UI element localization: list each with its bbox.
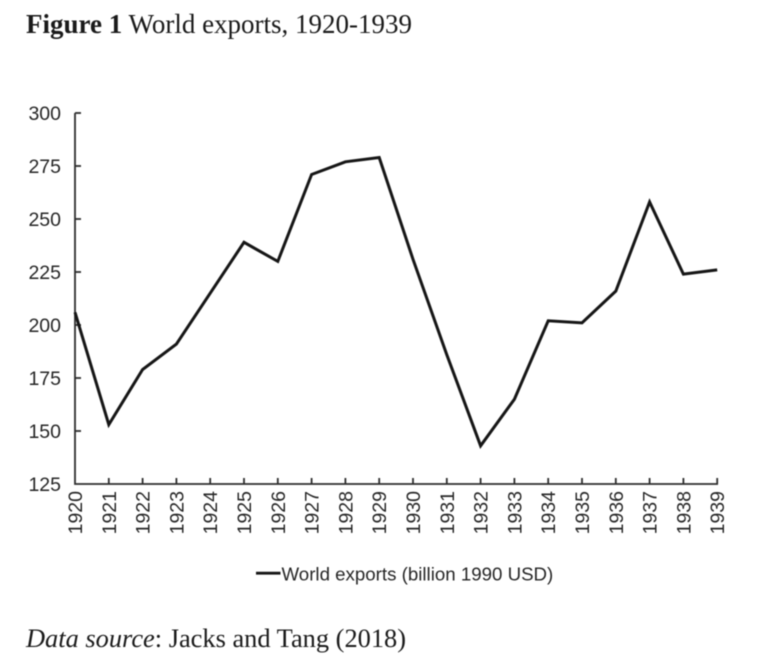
svg-text:1934: 1934 xyxy=(538,491,560,535)
svg-text:1935: 1935 xyxy=(572,491,594,535)
svg-text:125: 125 xyxy=(28,474,61,496)
svg-text:1937: 1937 xyxy=(640,491,662,534)
svg-text:1922: 1922 xyxy=(133,491,155,534)
svg-text:1926: 1926 xyxy=(268,491,290,534)
svg-text:175: 175 xyxy=(28,368,61,390)
svg-text:1927: 1927 xyxy=(302,491,324,534)
svg-text:1928: 1928 xyxy=(335,491,357,534)
svg-text:1931: 1931 xyxy=(437,491,459,534)
svg-text:1920: 1920 xyxy=(65,491,87,535)
svg-text:1938: 1938 xyxy=(673,491,695,534)
svg-text:1923: 1923 xyxy=(166,491,188,534)
svg-text:1939: 1939 xyxy=(707,491,729,534)
svg-text:1930: 1930 xyxy=(403,491,425,535)
svg-text:1925: 1925 xyxy=(234,491,256,535)
svg-text:1936: 1936 xyxy=(606,491,628,534)
svg-text:225: 225 xyxy=(28,262,61,284)
svg-text:1924: 1924 xyxy=(200,491,222,535)
svg-text:Figure 1 World exports, 1920-1: Figure 1 World exports, 1920-1939 xyxy=(26,9,412,39)
svg-text:275: 275 xyxy=(28,156,61,178)
svg-text:250: 250 xyxy=(28,209,61,231)
svg-text:1921: 1921 xyxy=(99,491,121,534)
svg-text:300: 300 xyxy=(28,103,61,125)
svg-text:1933: 1933 xyxy=(504,491,526,534)
svg-text:200: 200 xyxy=(28,315,61,337)
svg-text:150: 150 xyxy=(28,421,61,443)
svg-text:1932: 1932 xyxy=(471,491,493,534)
svg-text:1929: 1929 xyxy=(369,491,391,534)
svg-text:Data source: Jacks and Tang (2: Data source: Jacks and Tang (2018) xyxy=(25,623,406,653)
svg-text:World exports (billion 1990 US: World exports (billion 1990 USD) xyxy=(282,564,554,585)
